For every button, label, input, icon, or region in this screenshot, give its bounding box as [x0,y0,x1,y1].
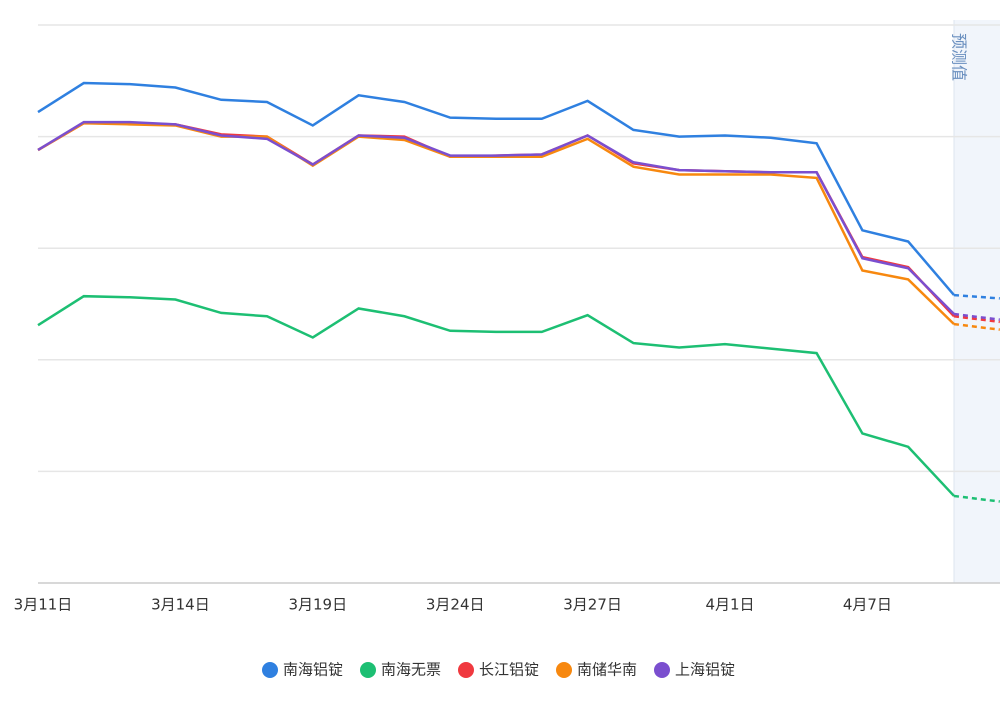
legend-label: 南储华南 [577,661,637,679]
x-tick-label: 3月19日 [288,596,347,614]
x-tick-label: 4月1日 [705,596,754,614]
series-line [37,121,955,325]
legend-marker [262,662,278,678]
forecast-line [953,315,1000,324]
forecast-line [953,322,1000,331]
forecast-line [953,293,1000,300]
legend-label: 上海铝锭 [675,661,735,679]
forecast-label: 预测值 [950,33,969,81]
x-tick-label: 3月27日 [563,596,622,614]
legend-marker [360,662,376,678]
x-tick-label: 4月7日 [843,596,892,614]
series-line [37,120,955,315]
series-line [37,121,955,318]
series-line [37,81,955,296]
series-line [37,294,955,497]
legend-marker [458,662,474,678]
legend-label: 南海铝锭 [283,661,343,679]
legend-label: 长江铝锭 [479,661,539,679]
legend-label: 南海无票 [381,661,441,679]
x-tick-label: 3月11日 [14,596,73,614]
forecast-band [954,20,1000,583]
legend-marker [654,662,670,678]
forecast-line [953,312,1000,321]
x-tick-label: 3月24日 [426,596,485,614]
forecast-line [953,494,1000,503]
legend-marker [556,662,572,678]
x-tick-label: 3月14日 [151,596,210,614]
